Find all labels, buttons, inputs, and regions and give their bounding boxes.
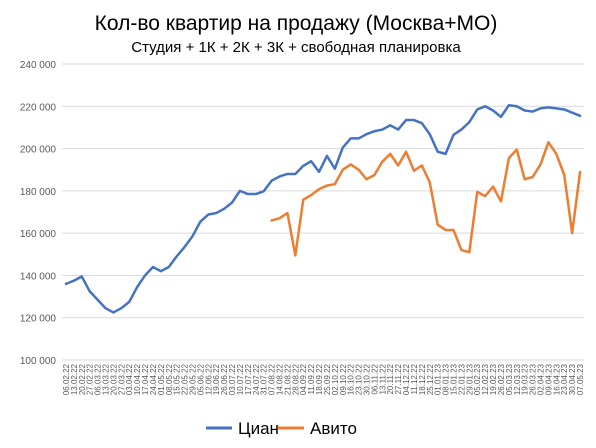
x-tick-label: 23.10.22	[355, 363, 364, 395]
y-tick-label: 220 000	[20, 102, 57, 113]
x-axis-tick-labels: 06.02.2213.02.2220.02.2227.02.2206.03.22…	[62, 363, 585, 395]
x-tick-label: 12.06.22	[204, 363, 213, 395]
x-tick-label: 31.07.22	[260, 363, 269, 395]
x-tick-label: 01.05.22	[157, 363, 166, 395]
x-tick-label: 02.04.23	[537, 363, 546, 395]
x-tick-label: 09.10.22	[339, 363, 348, 395]
y-tick-label: 120 000	[20, 314, 57, 325]
x-tick-label: 27.11.22	[394, 363, 403, 394]
x-tick-label: 28.08.22	[291, 363, 300, 395]
x-tick-label: 25.09.22	[323, 363, 332, 395]
x-tick-label: 20.03.22	[109, 363, 118, 395]
x-tick-label: 04.12.22	[402, 363, 411, 395]
x-tick-label: 19.06.22	[212, 363, 221, 395]
x-tick-label: 02.10.22	[331, 363, 340, 395]
series-line-1	[270, 140, 582, 257]
x-tick-label: 26.02.23	[497, 363, 506, 395]
y-tick-label: 200 000	[20, 145, 57, 156]
x-tick-label: 18.12.22	[418, 363, 427, 395]
y-tick-label: 140 000	[20, 271, 57, 282]
x-tick-label: 23.04.23	[560, 363, 569, 395]
series-line-0	[64, 103, 582, 314]
x-tick-label: 19.02.23	[489, 363, 498, 395]
y-axis-tick-labels: 100 000 120 000 140 000 160 000 180 000 200 0…	[20, 60, 57, 367]
x-tick-label: 27.03.22	[117, 363, 126, 395]
x-tick-label: 06.11.22	[370, 363, 379, 394]
x-tick-label: 07.05.23	[576, 363, 585, 395]
y-tick-label: 100 000	[20, 356, 57, 367]
x-tick-label: 24.04.22	[149, 363, 158, 395]
x-tick-label: 16.10.22	[347, 363, 356, 395]
x-tick-label: 15.01.23	[450, 363, 459, 395]
x-tick-label: 06.02.22	[62, 363, 71, 395]
x-tick-label: 26.03.23	[529, 363, 538, 395]
x-tick-label: 19.03.23	[521, 363, 530, 395]
x-tick-label: 16.04.23	[552, 363, 561, 395]
x-tick-label: 12.02.23	[481, 363, 490, 395]
x-tick-label: 08.01.23	[442, 363, 451, 395]
x-tick-label: 08.05.22	[165, 363, 174, 395]
x-tick-label: 04.09.22	[299, 363, 308, 395]
x-tick-label: 11.09.22	[307, 363, 316, 394]
x-tick-label: 03.07.22	[228, 363, 237, 395]
x-tick-label: 29.05.22	[189, 363, 198, 395]
x-tick-label: 29.01.23	[465, 363, 474, 395]
x-tick-label: 13.02.22	[70, 363, 79, 395]
chart-subtitle: Студия + 1К + 2К + 3К + свободная планир…	[131, 39, 461, 56]
x-tick-label: 24.07.22	[252, 363, 261, 395]
legend-label: Циан	[238, 419, 279, 438]
x-tick-label: 11.12.22	[410, 363, 419, 394]
x-tick-label: 07.08.22	[268, 363, 277, 395]
x-tick-label: 01.01.23	[434, 363, 443, 395]
x-tick-label: 17.07.22	[244, 363, 253, 395]
x-tick-label: 10.07.22	[236, 363, 245, 395]
x-tick-label: 13.03.22	[102, 363, 111, 395]
x-tick-label: 30.10.22	[363, 363, 372, 395]
x-tick-label: 10.04.22	[133, 363, 142, 395]
y-tick-label: 180 000	[20, 187, 57, 198]
x-tick-label: 22.05.22	[181, 363, 190, 395]
gridlines	[62, 63, 584, 361]
x-tick-label: 20.02.22	[78, 363, 87, 395]
x-tick-label: 30.04.23	[568, 363, 577, 395]
x-tick-label: 20.11.22	[386, 363, 395, 394]
x-tick-label: 18.09.22	[315, 363, 324, 395]
x-tick-label: 21.08.22	[283, 363, 292, 395]
legend: Циан Авито	[206, 419, 357, 438]
y-tick-label: 160 000	[20, 229, 57, 240]
x-tick-label: 09.04.23	[544, 363, 553, 395]
legend-label: Авито	[310, 419, 357, 438]
x-tick-label: 05.03.23	[505, 363, 514, 395]
x-tick-label: 06.03.22	[94, 363, 103, 395]
series-lines	[64, 103, 582, 314]
x-tick-label: 27.02.22	[86, 363, 95, 395]
x-tick-label: 13.11.22	[378, 363, 387, 394]
x-tick-label: 25.12.22	[426, 363, 435, 395]
x-tick-label: 17.04.22	[141, 363, 150, 395]
x-tick-label: 14.08.22	[276, 363, 285, 395]
x-tick-label: 05.06.22	[196, 363, 205, 395]
x-tick-label: 26.06.22	[220, 363, 229, 395]
x-tick-label: 15.05.22	[173, 363, 182, 395]
x-tick-label: 12.03.23	[513, 363, 522, 395]
x-tick-label: 22.01.23	[457, 363, 466, 395]
x-tick-label: 03.04.22	[125, 363, 134, 395]
y-tick-label: 240 000	[20, 60, 57, 71]
chart-title: Кол-во квартир на продажу (Москва+МО)	[95, 12, 498, 35]
x-tick-label: 05.02.23	[473, 363, 482, 395]
